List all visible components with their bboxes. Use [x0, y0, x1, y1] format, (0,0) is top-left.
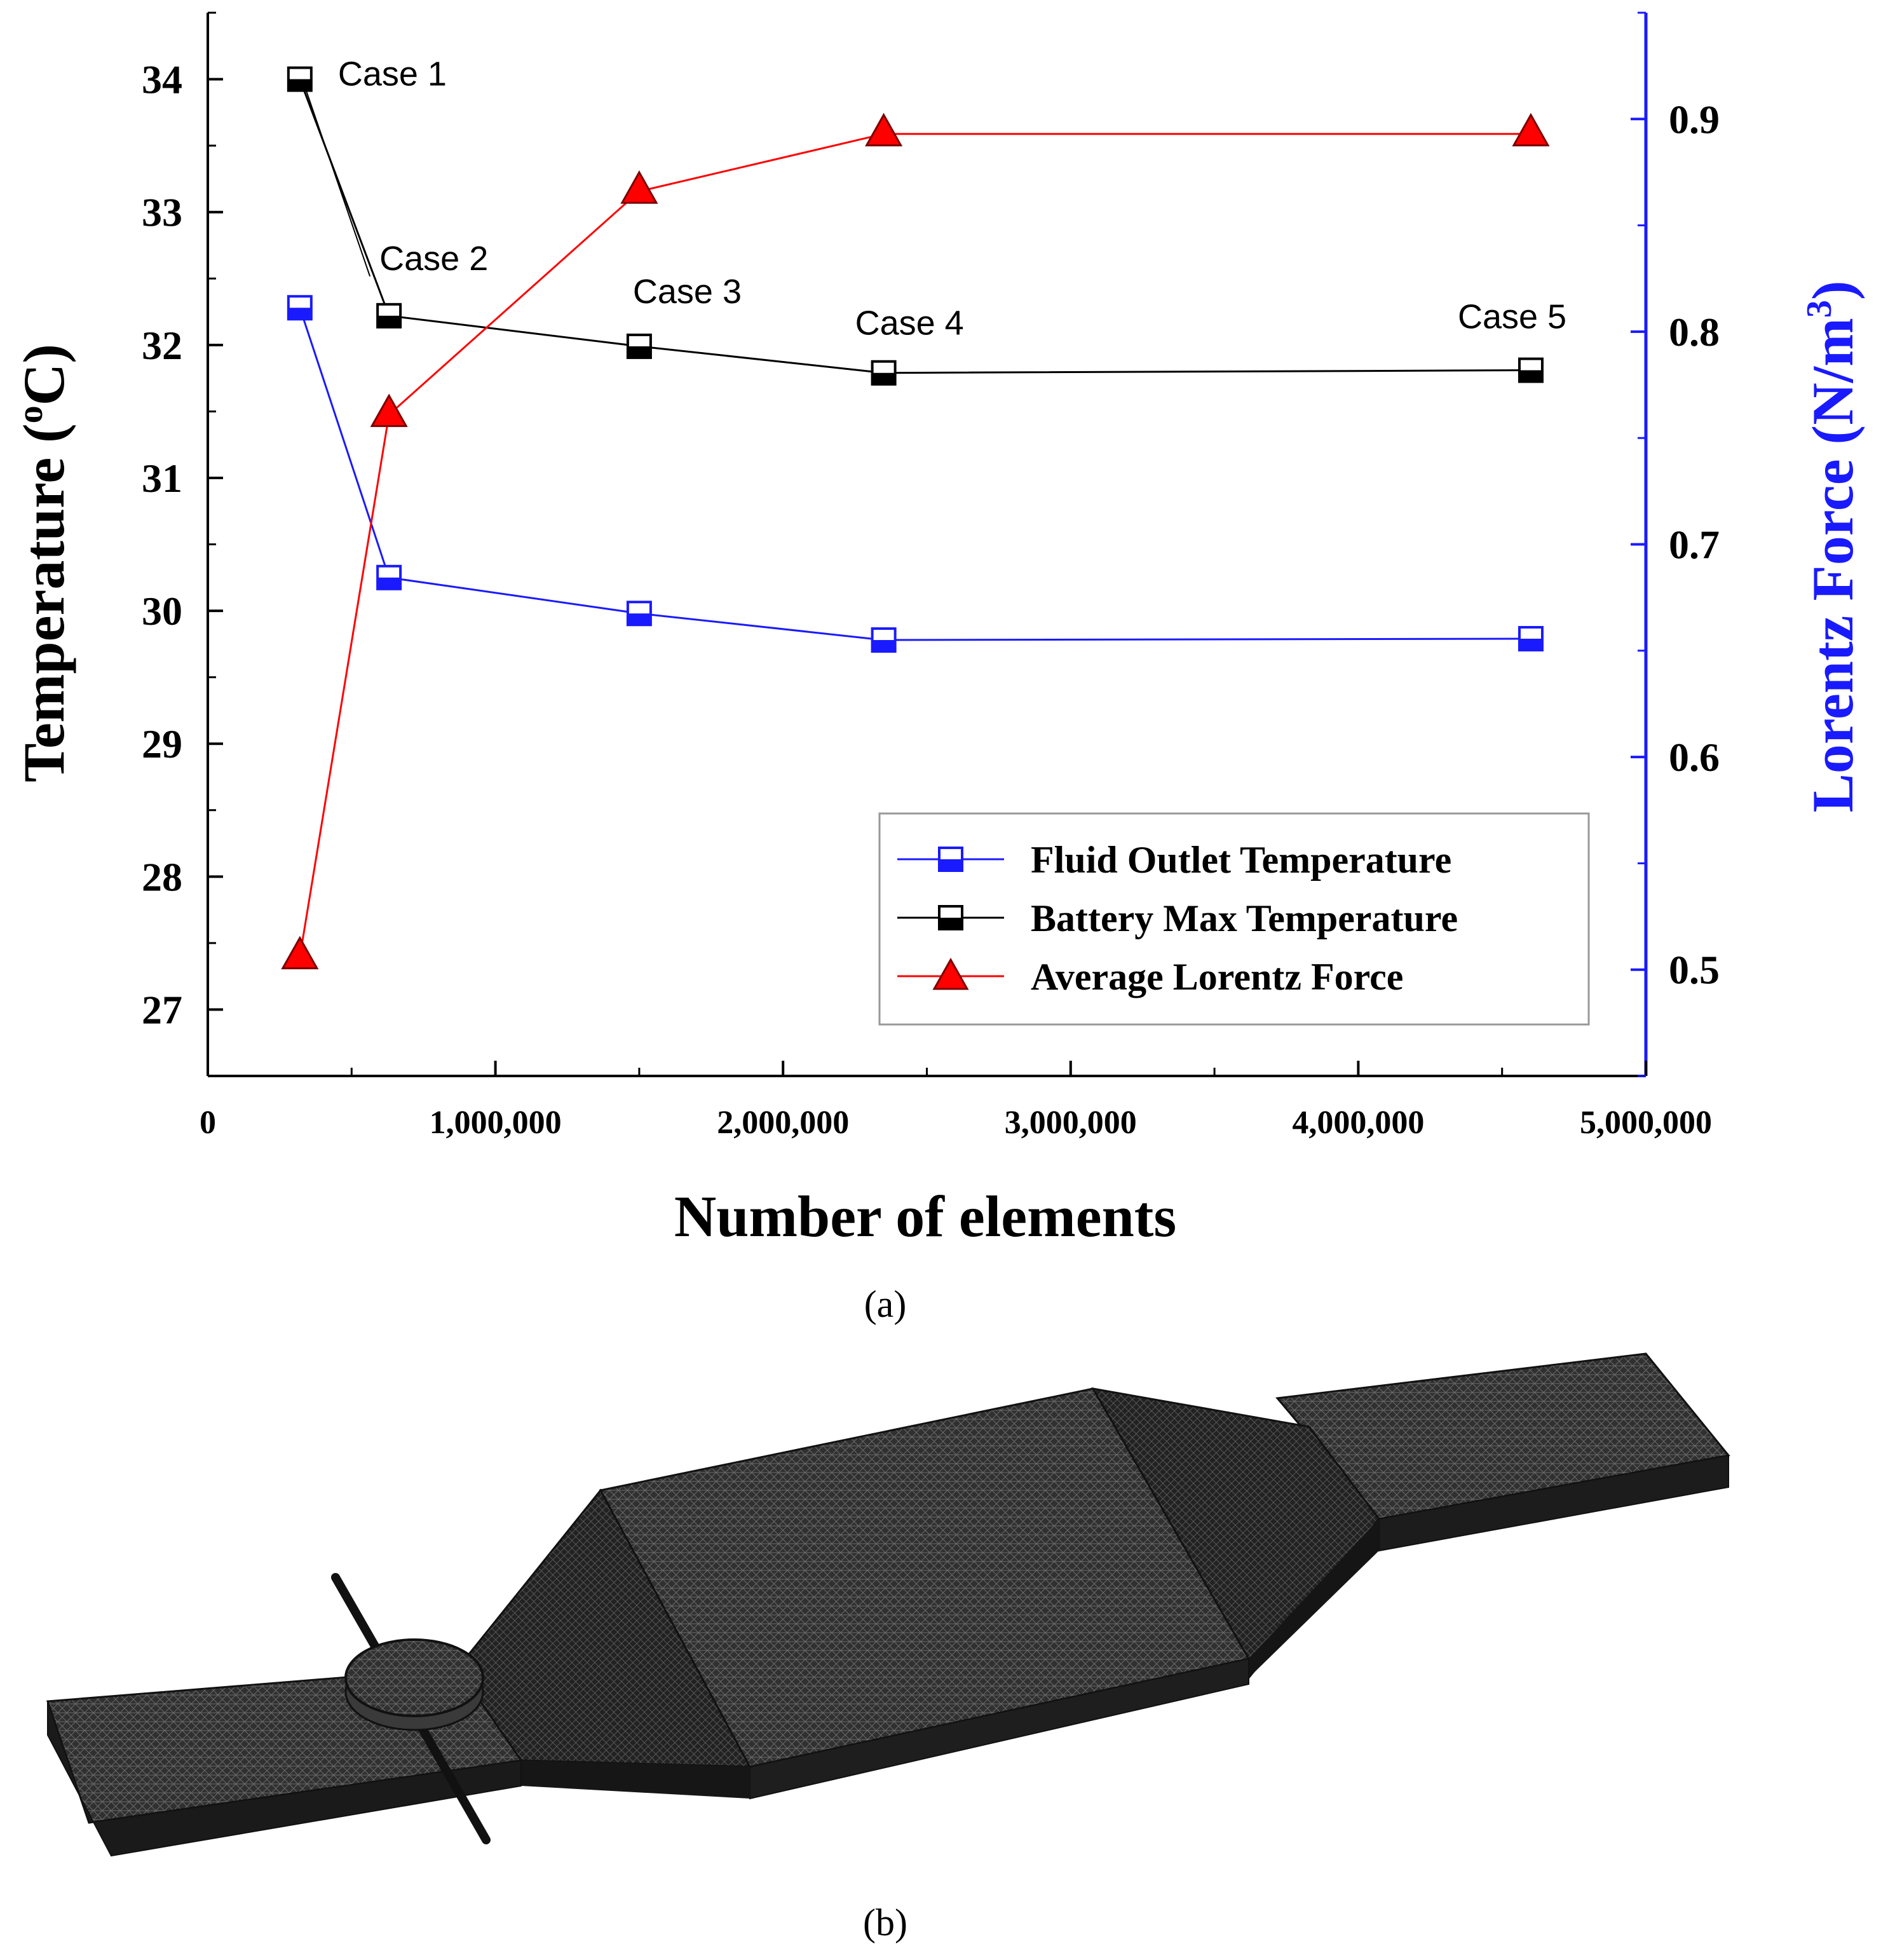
legend-entry-battery-max: Battery Max Temperature	[897, 897, 1458, 939]
mesh-geometry-illustration	[46, 1352, 1730, 1857]
x-tick-label: 2,000,000	[717, 1105, 849, 1141]
case-label-1: Case 1	[338, 55, 447, 93]
series-0-point-1-fill	[377, 577, 401, 589]
series-0-point-4-fill	[1519, 638, 1542, 650]
mesh-inlet-side	[47, 1701, 522, 1857]
y-right-title-main: Lorentz Force (N/m	[1800, 318, 1865, 812]
y-left-tick-label: 27	[142, 987, 182, 1032]
y-left-tick-label: 31	[142, 456, 182, 501]
x-tick-label: 4,000,000	[1292, 1105, 1424, 1141]
y-left-tick-label: 33	[142, 190, 182, 235]
y-left-axis-title: Temperature (oC)	[11, 344, 76, 782]
x-tick-label: 5,000,000	[1580, 1105, 1712, 1141]
y-right-title-superscript: 3	[1800, 300, 1839, 318]
legend-box	[878, 812, 1590, 1026]
series-0-point-2-fill	[627, 613, 651, 625]
legend-label-battery-max: Battery Max Temperature	[1031, 897, 1458, 939]
case-label-4: Case 4	[855, 304, 964, 343]
chart-ticks: 0 1,000,000 2,000,000 3,000,000 4,000,000 5,0…	[142, 11, 1720, 1141]
x-axis-title: Number of elements	[674, 1184, 1176, 1249]
series-2-point-1	[370, 393, 408, 427]
y-left-tick-label: 32	[142, 323, 182, 368]
chart-series	[281, 66, 1550, 970]
y-left-title-superscript: o	[11, 405, 50, 423]
y-right-tick-label: 0.9	[1669, 97, 1720, 142]
x-tick-label: 3,000,000	[1005, 1105, 1137, 1141]
y-left-tick-label: 29	[142, 721, 182, 766]
legend-marker-lorentz	[932, 957, 969, 990]
y-left-title-tail: C)	[11, 344, 76, 405]
mesh-left-diffuser-side	[521, 1760, 750, 1799]
legend-label-fluid-outlet: Fluid Outlet Temperature	[1031, 839, 1451, 881]
series-0-point-0-fill	[288, 308, 311, 320]
legend-entry-lorentz: Average Lorentz Force	[897, 956, 1403, 998]
y-right-tick-label: 0.8	[1669, 310, 1720, 355]
x-tick-label: 1,000,000	[430, 1105, 562, 1141]
legend-entry-fluid-outlet: Fluid Outlet Temperature	[897, 839, 1451, 881]
y-right-tick-label: 0.5	[1669, 948, 1720, 993]
mesh-magnet-disc-top	[344, 1638, 484, 1717]
series-1-point-0-fill	[288, 79, 311, 91]
y-left-tick-label: 34	[142, 57, 182, 102]
y-left-tick-label: 28	[142, 854, 182, 899]
y-right-title-tail: )	[1800, 281, 1865, 301]
series-2-point-4	[1512, 112, 1550, 147]
case-label-3: Case 3	[633, 273, 742, 311]
panel-label-b: (b)	[863, 1902, 907, 1943]
y-right-tick-label: 0.6	[1669, 735, 1720, 780]
legend-marker-battery-max-fill	[939, 918, 962, 929]
series-1-point-1-fill	[377, 315, 401, 327]
y-left-title-main: Temperature (	[11, 423, 76, 782]
panel-label-a: (a)	[864, 1283, 907, 1325]
series-line-0	[299, 307, 1531, 641]
case-annotations: Case 1 Case 2 Case 3 Case 4 Case 5	[305, 55, 1566, 343]
series-1-point-3-fill	[872, 372, 895, 385]
legend-marker-fluid-outlet-fill	[939, 859, 962, 871]
series-1-point-4-fill	[1519, 370, 1542, 382]
x-tick-label: 0	[200, 1105, 216, 1141]
y-right-axis-title: Lorentz Force (N/m3)	[1800, 281, 1865, 813]
case-label-5: Case 5	[1458, 298, 1566, 336]
series-1-point-2-fill	[627, 346, 651, 358]
case-label-2: Case 2	[379, 240, 488, 278]
y-left-tick-label: 30	[142, 589, 182, 634]
mesh-independence-chart: 0 1,000,000 2,000,000 3,000,000 4,000,000 5,0…	[11, 11, 1865, 1249]
series-0-point-3-fill	[872, 640, 895, 652]
y-right-tick-label: 0.7	[1669, 522, 1720, 568]
series-2-point-0	[281, 936, 319, 970]
legend-label-lorentz: Average Lorentz Force	[1031, 956, 1403, 998]
case-2-leader-line	[305, 90, 371, 277]
chart-legend: Fluid Outlet Temperature Battery Max Tem…	[878, 812, 1590, 1026]
series-2-point-2	[620, 170, 658, 204]
series-2-point-3	[865, 112, 903, 147]
mesh-right-diffuser-side	[1249, 1519, 1379, 1678]
